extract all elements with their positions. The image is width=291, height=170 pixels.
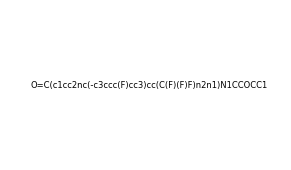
Text: O=C(c1cc2nc(-c3ccc(F)cc3)cc(C(F)(F)F)n2n1)N1CCOCC1: O=C(c1cc2nc(-c3ccc(F)cc3)cc(C(F)(F)F)n2n… — [31, 81, 268, 90]
